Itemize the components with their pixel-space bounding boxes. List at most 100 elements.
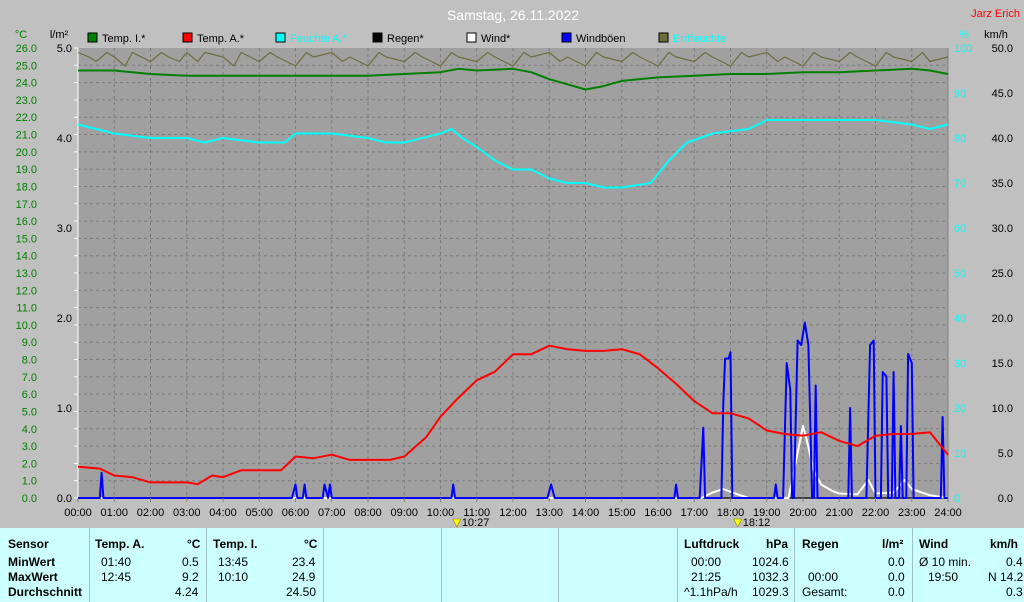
sun-marker-label: 10:27 — [462, 517, 490, 528]
sun-marker-label: 18:12 — [743, 517, 771, 528]
pressure-min-value: 1024.6 — [752, 555, 789, 569]
humidity-tick-label: 50 — [954, 268, 966, 280]
legend-swatch — [87, 32, 98, 43]
rain-min-value: 0.0 — [888, 555, 905, 569]
x-tick-label: 17:00 — [680, 507, 708, 519]
wind-header: Wind — [919, 537, 949, 551]
x-tick-label: 22:00 — [862, 507, 890, 519]
x-tick-label: 09:00 — [390, 507, 418, 519]
rain-tick-label: 5.0 — [57, 43, 72, 55]
temp-a-header: Temp. A. — [95, 537, 145, 551]
x-tick-label: 08:00 — [354, 507, 382, 519]
humidity-tick-label: 70 — [954, 178, 966, 190]
divider — [912, 528, 913, 602]
rain-tick-label: 0.0 — [57, 493, 72, 505]
temp-tick-label: 10.0 — [16, 320, 37, 332]
x-tick-label: 21:00 — [825, 507, 853, 519]
axis-labels: 0.0 1.0 2.0 3.0 4.0 5.0 6.0 7.0 8.0 9.0 10.0 11.0 12… — [16, 43, 1013, 519]
temp-tick-label: 19.0 — [16, 164, 37, 176]
series-line — [78, 67, 949, 91]
temp-i-min-value: 23.4 — [292, 555, 316, 569]
temp-i-max-time: 10:10 — [218, 570, 249, 584]
temp-a-max-time: 12:45 — [101, 570, 132, 584]
temp-tick-label: 17.0 — [16, 199, 37, 211]
wind-max-value: N 14.2 — [988, 570, 1024, 584]
x-tick-label: 02:00 — [137, 507, 165, 519]
temp-i-max-value: 24.9 — [292, 570, 316, 584]
wind-unit: km/h — [990, 537, 1019, 551]
temp-i-unit: °C — [304, 537, 318, 551]
legend-swatch — [658, 32, 669, 43]
temp-tick-label: 25.0 — [16, 60, 37, 72]
summary-panel: Sensor MinWert MaxWert Durchschnitt Temp… — [0, 528, 1024, 602]
x-tick-label: 00:00 — [64, 507, 92, 519]
humidity-tick-label: 30 — [954, 358, 966, 370]
temp-tick-label: 18.0 — [16, 181, 37, 193]
pressure-max-value: 1032.3 — [752, 570, 789, 584]
x-tick-label: 15:00 — [608, 507, 636, 519]
grid — [78, 48, 948, 498]
x-tick-label: 10:00 — [427, 507, 455, 519]
temp-tick-label: 12.0 — [16, 285, 37, 297]
max-label: MaxWert — [8, 570, 58, 584]
wind-avg-value: 0.3 — [1006, 585, 1023, 599]
pressure-min-time: 00:00 — [691, 555, 722, 569]
temp-i-header: Temp. I. — [213, 537, 258, 551]
pressure-avg-value: 1029.3 — [752, 585, 789, 599]
min-label: MinWert — [8, 555, 56, 569]
wind-tick-label: 40.0 — [992, 133, 1013, 145]
temp-tick-label: 9.0 — [22, 337, 37, 349]
legend-swatch — [372, 32, 383, 43]
temp-i-avg-value: 24.50 — [286, 585, 317, 599]
x-tick-label: 12:00 — [499, 507, 527, 519]
rain-total-value: 0.0 — [888, 585, 905, 599]
series-line — [77, 51, 949, 67]
sun-markers: 10:27 18:12 — [452, 517, 771, 528]
humidity-tick-label: 80 — [954, 133, 966, 145]
pressure-unit: hPa — [766, 537, 789, 551]
divider — [677, 528, 678, 602]
legend-label: Wind* — [481, 33, 511, 45]
chart-author: Jarz Erich — [971, 8, 1020, 20]
x-tick-label: 24:00 — [934, 507, 962, 519]
legend-label: Temp. I.* — [102, 33, 146, 45]
x-tick-label: 01:00 — [100, 507, 128, 519]
x-tick-label: 18:00 — [717, 507, 745, 519]
divider — [794, 528, 795, 602]
rain-tick-label: 4.0 — [57, 133, 72, 145]
rain-unit-label: l/m² — [50, 29, 69, 41]
humidity-tick-label: 60 — [954, 223, 966, 235]
sun-marker-icon — [733, 518, 743, 528]
rain-tick-label: 3.0 — [57, 223, 72, 235]
divider — [558, 528, 559, 602]
temp-tick-label: 22.0 — [16, 112, 37, 124]
temp-tick-label: 14.0 — [16, 251, 37, 263]
temp-tick-label: 8.0 — [22, 355, 37, 367]
humidity-unit-label: % — [959, 29, 969, 41]
legend: Temp. I.* Temp. A.* Feuchte A.* Regen* Wind*… — [87, 32, 726, 45]
temp-tick-label: 16.0 — [16, 216, 37, 228]
wind-tick-label: 10.0 — [992, 403, 1013, 415]
temp-tick-label: 6.0 — [22, 389, 37, 401]
rain-total-label: Gesamt: — [802, 585, 848, 599]
wind-tick-label: 35.0 — [992, 178, 1013, 190]
humidity-tick-label: 0 — [954, 493, 960, 505]
wind-tick-label: 0.0 — [998, 493, 1013, 505]
legend-swatch — [466, 32, 477, 43]
divider — [89, 528, 90, 602]
temp-tick-label: 4.0 — [22, 424, 37, 436]
temp-tick-label: 5.0 — [22, 406, 37, 418]
x-tick-label: 11:00 — [463, 507, 490, 519]
pressure-max-time: 21:25 — [691, 570, 722, 584]
humidity-tick-label: 90 — [954, 88, 966, 100]
x-tick-label: 14:00 — [572, 507, 600, 519]
x-tick-label: 13:00 — [535, 507, 563, 519]
temp-tick-label: 11.0 — [16, 303, 37, 315]
temp-i-min-time: 13:45 — [218, 555, 249, 569]
wind-tick-label: 5.0 — [998, 448, 1013, 460]
legend-swatch — [182, 32, 193, 43]
temp-a-unit: °C — [187, 537, 201, 551]
temp-tick-label: 0.0 — [22, 493, 37, 505]
sun-marker-icon — [452, 518, 462, 528]
rain-max-value: 0.0 — [888, 570, 905, 584]
